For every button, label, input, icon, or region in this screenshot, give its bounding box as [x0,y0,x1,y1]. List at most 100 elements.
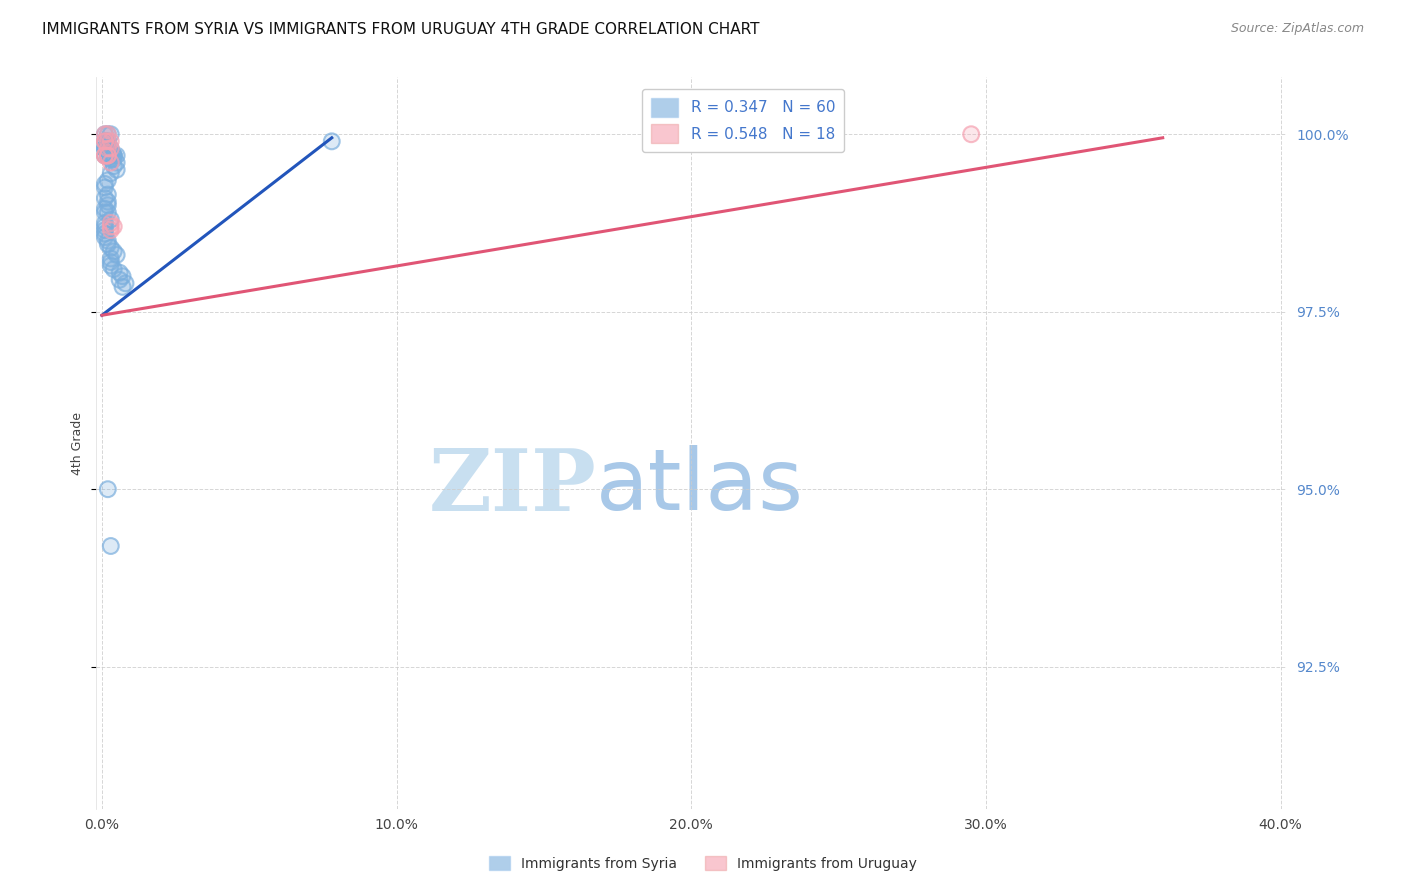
Point [94,219,117,234]
Point [94,141,117,155]
Point [103,148,125,162]
Point [97,205,120,219]
Point [100,216,122,230]
Point [94,134,117,148]
Point [103,148,125,162]
Point [100,127,122,141]
Point [103,159,125,173]
Point [94,134,117,148]
Point [97,148,120,162]
Point [94,127,117,141]
Legend: Immigrants from Syria, Immigrants from Uruguay: Immigrants from Syria, Immigrants from U… [484,850,922,876]
Point [960,127,983,141]
Point [100,148,122,162]
Point [94,219,117,234]
Point [100,259,122,273]
Point [94,191,117,205]
Point [97,134,120,148]
Point [94,227,117,241]
Point [97,127,120,141]
Point [100,539,122,553]
Point [100,152,122,166]
Point [100,134,122,148]
Point [111,269,134,284]
Point [94,141,117,155]
Point [100,255,122,269]
Point [94,205,117,219]
Point [111,280,134,294]
Point [97,148,120,162]
Point [100,255,122,269]
Point [108,266,131,280]
Point [97,141,120,155]
Point [94,223,117,237]
Point [103,219,125,234]
Point [100,141,122,155]
Point [100,134,122,148]
Point [100,259,122,273]
Point [97,205,120,219]
Point [97,173,120,187]
Point [103,148,125,162]
Point [97,141,120,155]
Point [103,148,125,162]
Point [97,237,120,252]
Point [105,148,128,162]
Point [94,180,117,194]
Point [94,205,117,219]
Point [97,234,120,248]
Point [94,134,117,148]
Point [94,202,117,216]
Point [100,148,122,162]
Point [97,148,120,162]
Point [100,252,122,266]
Point [97,134,120,148]
Point [94,148,117,162]
Point [111,269,134,284]
Point [321,134,343,148]
Point [97,187,120,202]
Point [103,159,125,173]
Point [94,127,117,141]
Point [100,166,122,180]
Point [94,141,117,155]
Point [103,219,125,234]
Point [100,219,122,234]
Point [100,223,122,237]
Point [94,177,117,191]
Point [94,134,117,148]
Point [94,227,117,241]
Point [105,148,128,162]
Point [97,127,120,141]
Point [94,127,117,141]
Point [321,134,343,148]
Point [108,273,131,287]
Point [94,134,117,148]
Point [94,127,117,141]
Point [100,127,122,141]
Point [111,280,134,294]
Point [97,148,120,162]
Point [114,277,136,291]
Point [94,148,117,162]
Point [94,148,117,162]
Point [97,141,120,155]
Point [94,148,117,162]
Point [100,155,122,169]
Point [114,277,136,291]
Point [97,141,120,155]
Point [97,141,120,155]
Point [94,148,117,162]
Text: ZIP: ZIP [429,445,596,529]
Point [100,166,122,180]
Point [105,155,128,169]
Point [94,134,117,148]
Point [103,244,125,259]
Point [103,244,125,259]
Point [960,127,983,141]
Point [94,134,117,148]
Point [100,252,122,266]
Point [94,141,117,155]
Point [97,134,120,148]
Point [97,141,120,155]
